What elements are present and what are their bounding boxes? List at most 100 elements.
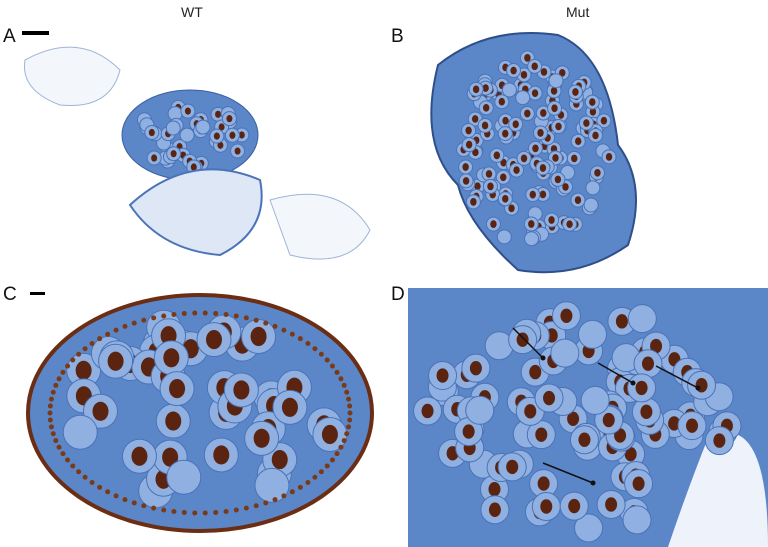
- arrow-annotation: [542, 462, 594, 484]
- edge-cell: [89, 341, 95, 347]
- oocyte-nucleus: [554, 175, 562, 184]
- oocyte-nucleus: [233, 380, 250, 400]
- oocyte-nucleus: [668, 416, 681, 431]
- oocyte-nucleus: [624, 446, 637, 462]
- edge-cell: [97, 484, 103, 490]
- edge-cell: [243, 315, 249, 321]
- edge-cell: [89, 479, 95, 485]
- edge-cell: [213, 509, 219, 515]
- oocyte-nucleus: [163, 348, 180, 368]
- edge-cell: [346, 396, 352, 402]
- oocyte-nucleus: [540, 109, 547, 117]
- oocyte-nucleus: [482, 103, 490, 112]
- edge-cell: [122, 497, 128, 503]
- oocyte-nucleus: [498, 97, 506, 106]
- oocyte-nucleus: [520, 154, 528, 163]
- edge-cell: [161, 313, 167, 319]
- edge-cell: [65, 363, 71, 369]
- follicle: [496, 229, 512, 245]
- edge-cell: [47, 403, 53, 409]
- oocyte-nucleus: [436, 368, 449, 383]
- oocyte-nucleus: [472, 85, 480, 94]
- edge-cell: [141, 503, 147, 509]
- edge-cell: [82, 474, 88, 480]
- edge-cell: [113, 493, 119, 499]
- follicle: [577, 319, 607, 349]
- edge-cell: [347, 417, 353, 423]
- edge-cell: [76, 469, 82, 475]
- oocyte-nucleus: [508, 204, 515, 213]
- oocyte-nucleus: [539, 164, 547, 172]
- oocyte-nucleus: [465, 140, 473, 149]
- edge-cell: [324, 357, 330, 363]
- edge-cell: [281, 327, 287, 333]
- edge-cell: [131, 500, 137, 506]
- oocyte-nucleus: [566, 220, 573, 229]
- oocyte-nucleus: [632, 476, 645, 491]
- oocyte-nucleus: [165, 411, 182, 431]
- follicle: [166, 459, 202, 495]
- oocyte-nucleus: [560, 308, 573, 323]
- background-gap: [668, 432, 768, 547]
- oviduct: [128, 168, 263, 257]
- oocyte-nucleus: [535, 427, 548, 442]
- edge-cell: [344, 431, 350, 437]
- oocyte-nucleus: [481, 121, 489, 130]
- oocyte-nucleus: [488, 502, 501, 517]
- oocyte-nucleus: [592, 131, 599, 140]
- oocyte-nucleus: [184, 107, 191, 115]
- oocyte-nucleus: [578, 432, 591, 447]
- oocyte-nucleus: [539, 190, 547, 199]
- follicle: [585, 180, 601, 196]
- oocyte-nucleus: [548, 216, 555, 224]
- column-title-wt: WT: [181, 4, 203, 20]
- oocyte-nucleus: [574, 137, 582, 146]
- follicle: [254, 467, 290, 503]
- edge-cell: [171, 312, 177, 318]
- oocyte-nucleus: [488, 482, 501, 497]
- oocyte-nucleus: [281, 397, 298, 417]
- edge-cell: [48, 396, 54, 402]
- oocyte-nucleus: [250, 326, 267, 347]
- edge-cell: [263, 320, 269, 326]
- oocyte-nucleus: [571, 154, 578, 163]
- oocyte-nucleus: [615, 314, 628, 329]
- micrograph-panel-b: [430, 32, 637, 274]
- follicle: [583, 197, 599, 213]
- oocyte-nucleus: [529, 364, 542, 380]
- edge-cell: [243, 505, 249, 511]
- oocyte-nucleus: [540, 499, 553, 514]
- edge-cell: [122, 323, 128, 329]
- edge-cell: [289, 331, 295, 337]
- follicle: [627, 304, 657, 334]
- oocyte-nucleus: [567, 411, 580, 426]
- edge-cell: [65, 457, 71, 463]
- oocyte-nucleus: [686, 418, 699, 433]
- edge-cell: [50, 389, 56, 395]
- oocyte-nucleus: [131, 446, 148, 466]
- oocyte-nucleus: [529, 190, 536, 199]
- micrograph-panel-a: [23, 46, 371, 260]
- edge-cell: [338, 444, 344, 450]
- oocyte-nucleus: [217, 141, 224, 149]
- edge-cell: [281, 493, 287, 499]
- edge-cell: [56, 376, 62, 382]
- oocyte-nucleus: [226, 115, 233, 123]
- oocyte-nucleus: [206, 330, 223, 350]
- oocyte-nucleus: [589, 98, 596, 106]
- edge-cell: [318, 351, 324, 357]
- edge-cell: [202, 510, 208, 516]
- oocyte-nucleus: [462, 163, 469, 171]
- follicle: [62, 414, 98, 450]
- oocyte-nucleus: [572, 88, 579, 96]
- follicle: [165, 120, 181, 136]
- follicle: [524, 231, 540, 247]
- oocyte-nucleus: [213, 445, 230, 465]
- oocyte-nucleus: [500, 173, 507, 182]
- oocyte-nucleus: [469, 360, 482, 376]
- edge-cell: [272, 323, 278, 329]
- oocyte-nucleus: [92, 401, 109, 421]
- arrow-annotation: [512, 327, 544, 359]
- oocyte-nucleus: [238, 131, 245, 139]
- edge-cell: [202, 310, 208, 316]
